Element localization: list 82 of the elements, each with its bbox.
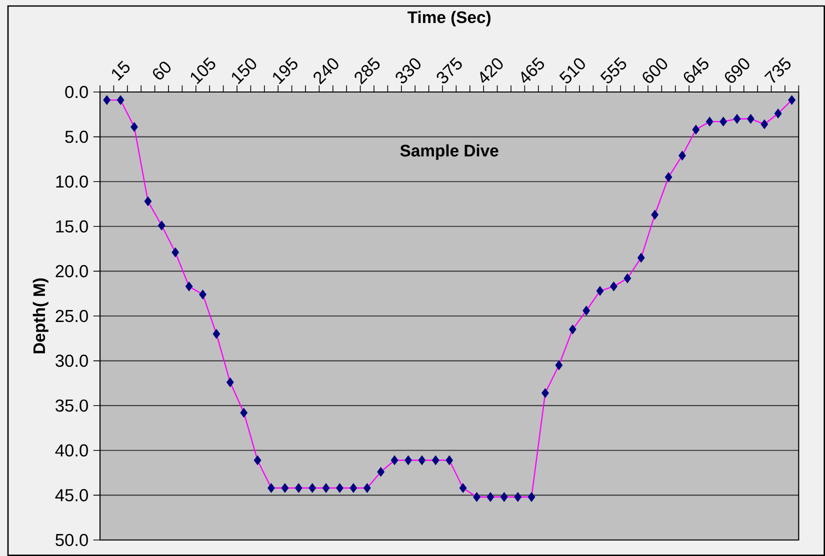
point — [172, 248, 180, 258]
point — [130, 122, 138, 132]
y-tick-label: 30.0 — [56, 354, 88, 367]
x-tick-label: 60 — [153, 62, 171, 80]
point — [514, 492, 522, 502]
point — [226, 377, 234, 388]
point — [350, 483, 358, 493]
point — [144, 196, 152, 206]
point — [788, 95, 796, 105]
point — [528, 492, 536, 502]
point — [720, 116, 727, 126]
x-tick-label: 510 — [559, 58, 585, 84]
point — [254, 455, 262, 466]
point — [294, 483, 302, 493]
point — [322, 483, 330, 493]
x-tick-label: 645 — [684, 57, 708, 83]
y-tick-label: 0.0 — [65, 86, 88, 98]
point — [568, 324, 576, 334]
x-tick-label: 240 — [314, 58, 338, 84]
point — [281, 483, 289, 493]
point — [377, 467, 385, 477]
point — [185, 282, 193, 292]
point — [103, 95, 111, 105]
point — [610, 282, 618, 292]
point — [446, 455, 454, 466]
point — [363, 483, 371, 493]
x-tick-label: 105 — [190, 57, 216, 84]
y-tick-label: 25.0 — [56, 310, 88, 322]
point — [500, 492, 508, 502]
point — [308, 483, 316, 493]
point — [596, 286, 604, 296]
point — [432, 455, 440, 466]
point — [651, 210, 658, 220]
x-tick-label: 555 — [600, 57, 626, 84]
x-axis-title: Time (Sec) — [408, 10, 490, 26]
y-tick-label: 50.0 — [56, 534, 88, 546]
y-tick-label: 5.0 — [65, 130, 88, 143]
point — [268, 483, 275, 493]
point — [199, 290, 206, 300]
point — [390, 455, 398, 466]
point — [459, 483, 467, 493]
point — [212, 329, 220, 339]
x-tick-label: 465 — [521, 57, 544, 83]
y-tick-label: 35.0 — [56, 399, 88, 412]
point — [624, 274, 632, 284]
x-tick-label: 285 — [354, 57, 380, 84]
x-tick-label: 375 — [436, 57, 462, 84]
text: Sample Dive — [400, 144, 498, 160]
point — [158, 220, 166, 230]
point — [678, 150, 686, 160]
point — [473, 492, 480, 502]
x-tick-label: 600 — [642, 58, 668, 83]
point — [760, 119, 768, 130]
point — [637, 252, 645, 263]
x-tick-label: 735 — [764, 57, 791, 83]
point — [555, 360, 563, 370]
point — [747, 114, 754, 124]
x-tick-label: 150 — [232, 58, 256, 84]
point — [486, 492, 494, 502]
x-tick-label: 15 — [112, 60, 130, 81]
point — [733, 114, 741, 124]
x-tick-label: 195 — [273, 57, 298, 84]
y-tick-label: 45.0 — [55, 489, 88, 502]
y-tick-label: 10.0 — [56, 175, 88, 188]
x-tick-label: 690 — [724, 58, 750, 83]
y-tick-label: 40.0 — [55, 444, 88, 457]
y-tick-label: 15.0 — [56, 220, 88, 233]
point — [542, 388, 549, 398]
point — [240, 408, 248, 418]
point — [116, 95, 124, 105]
point — [692, 124, 700, 134]
point — [336, 483, 344, 493]
y-axis-title: Depth( M) — [32, 278, 48, 354]
point — [418, 455, 426, 466]
point — [774, 108, 782, 118]
y-tick-label: 20.0 — [56, 265, 88, 278]
x-tick-label: 330 — [396, 58, 421, 84]
point — [404, 455, 412, 466]
point — [664, 172, 672, 182]
point — [582, 306, 590, 316]
x-tick-label: 420 — [480, 58, 503, 83]
point — [706, 116, 714, 126]
